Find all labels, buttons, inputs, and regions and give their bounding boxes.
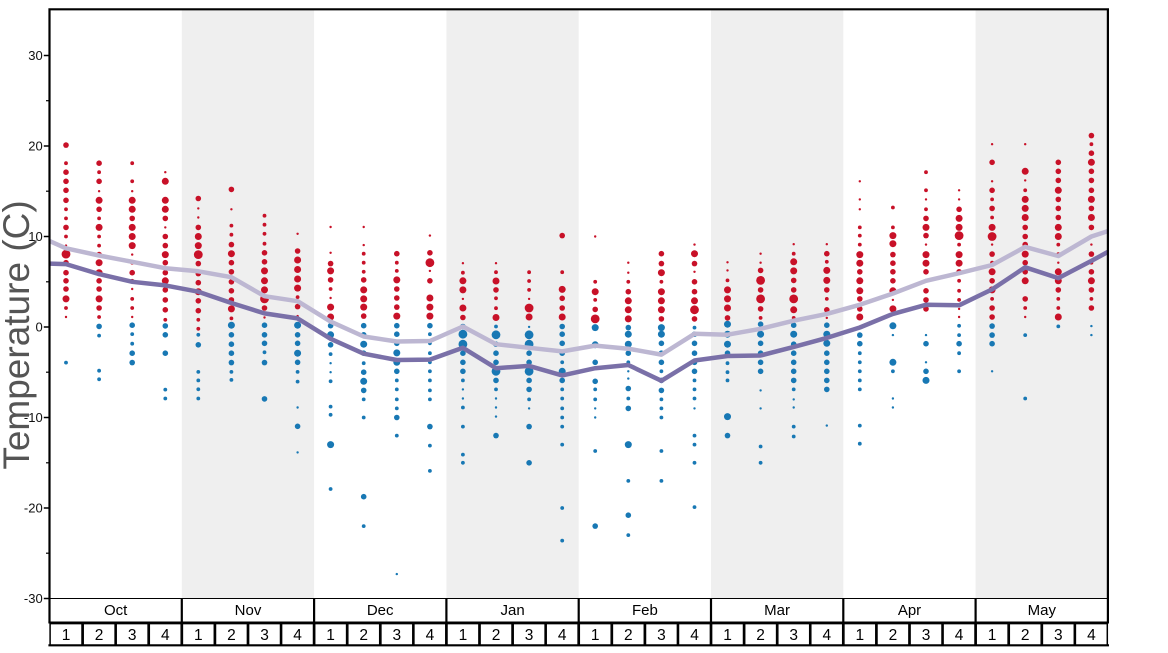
svg-text:10: 10 — [28, 229, 42, 244]
svg-text:4: 4 — [161, 627, 170, 644]
svg-text:-10: -10 — [24, 410, 43, 425]
svg-text:3: 3 — [789, 627, 798, 644]
svg-text:2: 2 — [95, 627, 104, 644]
svg-text:4: 4 — [955, 627, 964, 644]
svg-text:2: 2 — [889, 627, 898, 644]
svg-text:Feb: Feb — [632, 602, 658, 619]
svg-text:4: 4 — [558, 627, 567, 644]
svg-text:2: 2 — [227, 627, 236, 644]
svg-text:Jan: Jan — [501, 602, 525, 619]
svg-text:4: 4 — [426, 627, 435, 644]
svg-text:Nov: Nov — [235, 602, 262, 619]
svg-text:2: 2 — [624, 627, 633, 644]
svg-text:3: 3 — [1054, 627, 1063, 644]
svg-text:3: 3 — [657, 627, 666, 644]
svg-text:1: 1 — [723, 627, 732, 644]
svg-text:4: 4 — [1087, 627, 1096, 644]
svg-text:2: 2 — [1021, 627, 1030, 644]
svg-text:3: 3 — [128, 627, 137, 644]
svg-text:0: 0 — [35, 320, 42, 335]
svg-text:2: 2 — [756, 627, 765, 644]
svg-text:-20: -20 — [24, 501, 43, 516]
svg-text:1: 1 — [326, 627, 335, 644]
svg-text:2: 2 — [492, 627, 501, 644]
svg-text:3: 3 — [525, 627, 534, 644]
svg-text:Apr: Apr — [898, 602, 921, 619]
svg-text:4: 4 — [293, 627, 302, 644]
svg-text:20: 20 — [28, 139, 42, 154]
svg-text:1: 1 — [62, 627, 71, 644]
svg-text:3: 3 — [922, 627, 931, 644]
svg-text:4: 4 — [690, 627, 699, 644]
svg-text:Dec: Dec — [367, 602, 394, 619]
svg-text:1: 1 — [194, 627, 203, 644]
svg-text:Oct: Oct — [104, 602, 128, 619]
svg-text:Mar: Mar — [764, 602, 790, 619]
svg-text:1: 1 — [591, 627, 600, 644]
svg-text:4: 4 — [822, 627, 831, 644]
svg-text:-30: -30 — [24, 591, 43, 606]
svg-text:May: May — [1028, 602, 1057, 619]
svg-text:3: 3 — [392, 627, 401, 644]
svg-text:1: 1 — [855, 627, 864, 644]
svg-text:1: 1 — [988, 627, 997, 644]
svg-text:2: 2 — [359, 627, 368, 644]
svg-text:30: 30 — [28, 48, 42, 63]
svg-text:3: 3 — [260, 627, 269, 644]
svg-text:Temperature (C): Temperature (C) — [0, 200, 37, 469]
svg-text:1: 1 — [459, 627, 468, 644]
